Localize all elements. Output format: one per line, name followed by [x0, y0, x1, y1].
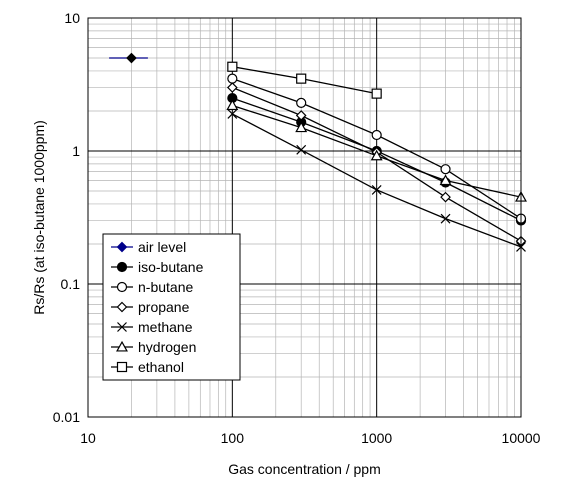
data-point-hydrogen: [227, 101, 237, 110]
x-tick-label: 100: [221, 430, 245, 446]
legend-label-propane: propane: [138, 299, 190, 315]
legend-label-ethanol: ethanol: [138, 359, 184, 375]
data-point-n-butane: [297, 98, 306, 107]
data-point-propane: [441, 193, 450, 202]
x-tick-label: 10000: [502, 430, 541, 446]
y-tick-label: 0.1: [61, 276, 81, 292]
legend-marker-iso-butane: [118, 263, 127, 272]
data-point-ethanol: [228, 62, 237, 71]
data-point-n-butane: [228, 74, 237, 83]
data-point-ethanol: [297, 74, 306, 83]
x-tick-label: 1000: [361, 430, 392, 446]
data-point-ethanol: [372, 89, 381, 98]
legend: air level iso-butane n-butane propane methan…: [103, 234, 240, 380]
legend-label-methane: methane: [138, 319, 193, 335]
data-point-air-level: [127, 54, 136, 63]
legend-label-air-level: air level: [138, 239, 186, 255]
data-point-propane: [228, 83, 237, 92]
y-tick-label: 10: [64, 10, 80, 26]
y-tick-label: 1: [72, 143, 80, 159]
legend-label-hydrogen: hydrogen: [138, 339, 196, 355]
legend-marker-n-butane: [118, 283, 127, 292]
x-tick-label: 10: [80, 430, 96, 446]
data-point-n-butane: [372, 130, 381, 139]
legend-label-n-butane: n-butane: [138, 279, 193, 295]
data-point-n-butane: [441, 165, 450, 174]
legend-label-iso-butane: iso-butane: [138, 259, 204, 275]
series-air-level: [109, 54, 148, 63]
y-axis-label: Rs/Rs (at iso-butane 1000ppm): [31, 120, 47, 315]
x-axis-label: Gas concentration / ppm: [228, 461, 381, 477]
legend-marker-ethanol: [118, 363, 127, 372]
y-tick-label: 0.01: [53, 409, 80, 425]
series-ethanol: [228, 62, 381, 98]
